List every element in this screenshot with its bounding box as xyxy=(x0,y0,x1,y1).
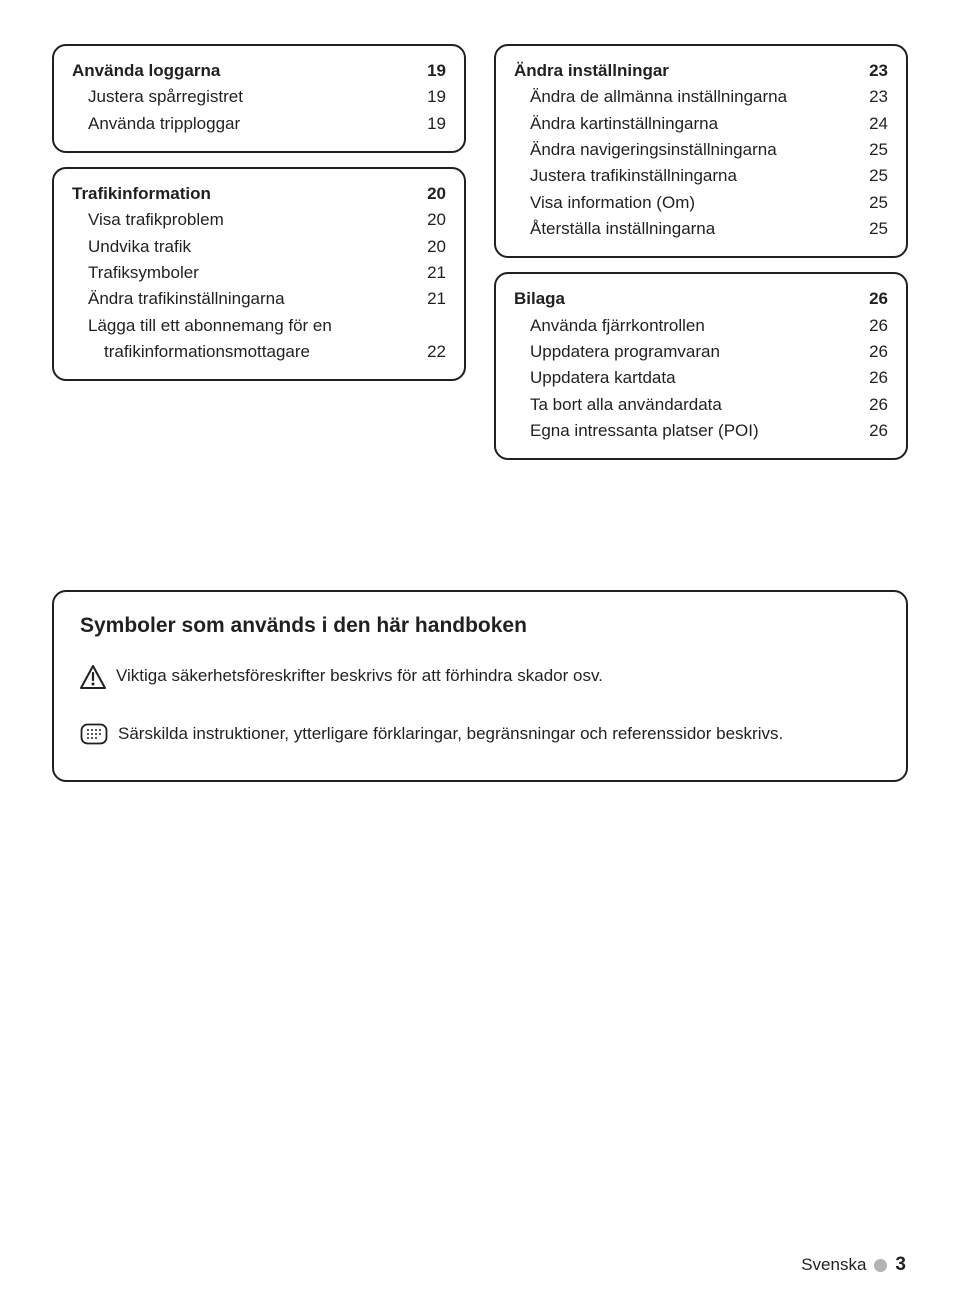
toc-head-label: Trafikinformation xyxy=(72,181,412,207)
toc-head-page: 26 xyxy=(854,286,888,312)
footer-dot-icon xyxy=(874,1259,887,1272)
toc-item-label: trafikinformationsmottagare xyxy=(72,339,412,365)
toc-box-bilaga: Bilaga 26 Använda fjärrkontrollen 26 Upp… xyxy=(494,272,908,460)
toc-item: Ändra de allmänna inställningarna 23 xyxy=(514,84,888,110)
page-footer: Svenska 3 xyxy=(801,1254,906,1276)
toc-head-page: 23 xyxy=(854,58,888,84)
toc-item-label: Ta bort alla användardata xyxy=(514,392,854,418)
toc-item-page: 19 xyxy=(412,84,446,110)
toc-item: Egna intressanta platser (POI) 26 xyxy=(514,418,888,444)
symbol-note: Särskilda instruktioner, ytterligare för… xyxy=(80,722,880,752)
toc-item-label: Använda tripploggar xyxy=(72,111,412,137)
toc-item-page: 22 xyxy=(412,339,446,365)
toc-item: Undvika trafik 20 xyxy=(72,234,446,260)
toc-item-label: Trafiksymboler xyxy=(72,260,412,286)
toc-item-page: 20 xyxy=(412,207,446,233)
toc-item-page: 24 xyxy=(854,111,888,137)
toc-head: Bilaga 26 xyxy=(514,286,888,312)
toc-item-label: Ändra trafikinställningarna xyxy=(72,286,412,312)
toc-item: Visa trafikproblem 20 xyxy=(72,207,446,233)
toc-item-label: Använda fjärrkontrollen xyxy=(514,313,854,339)
toc-item: Ändra trafikinställningarna 21 xyxy=(72,286,446,312)
symbols-box: Symboler som används i den här handboken… xyxy=(52,590,908,782)
toc-item-label: Justera spårregistret xyxy=(72,84,412,110)
toc-box-trafik: Trafikinformation 20 Visa trafikproblem … xyxy=(52,167,466,381)
toc-item-label: Visa trafikproblem xyxy=(72,207,412,233)
toc-item-label: Justera trafikinställningarna xyxy=(514,163,854,189)
toc-head: Ändra inställningar 23 xyxy=(514,58,888,84)
toc-item-label: Uppdatera programvaran xyxy=(514,339,854,365)
toc-item-label: Egna intressanta platser (POI) xyxy=(514,418,854,444)
page-body: Använda loggarna 19 Justera spårregistre… xyxy=(0,0,960,782)
symbol-note: Viktiga säkerhetsföreskrifter beskrivs f… xyxy=(80,664,880,696)
toc-item-page: 26 xyxy=(854,313,888,339)
toc-item-label: Uppdatera kartdata xyxy=(514,365,854,391)
toc-item-page: 26 xyxy=(854,392,888,418)
toc-box-installningar: Ändra inställningar 23 Ändra de allmänna… xyxy=(494,44,908,258)
toc-item-page: 20 xyxy=(412,234,446,260)
toc-item-page: 21 xyxy=(412,286,446,312)
toc-item: Ta bort alla användardata 26 xyxy=(514,392,888,418)
toc-head-label: Bilaga xyxy=(514,286,854,312)
toc-item-label: Undvika trafik xyxy=(72,234,412,260)
toc-item: Använda fjärrkontrollen 26 xyxy=(514,313,888,339)
symbols-title: Symboler som används i den här handboken xyxy=(80,614,880,638)
left-column: Använda loggarna 19 Justera spårregistre… xyxy=(52,44,466,474)
toc-head-label: Använda loggarna xyxy=(72,58,412,84)
toc-head-page: 20 xyxy=(412,181,446,207)
toc-item: Justera trafikinställningarna 25 xyxy=(514,163,888,189)
toc-head-label: Ändra inställningar xyxy=(514,58,854,84)
toc-item: Visa information (Om) 25 xyxy=(514,190,888,216)
footer-page-number: 3 xyxy=(895,1254,906,1276)
toc-item: Uppdatera programvaran 26 xyxy=(514,339,888,365)
toc-head-page: 19 xyxy=(412,58,446,84)
toc-item-page: 26 xyxy=(854,418,888,444)
toc-item-page: 25 xyxy=(854,137,888,163)
toc-item: Återställa inställningarna 25 xyxy=(514,216,888,242)
toc-item: Justera spårregistret 19 xyxy=(72,84,446,110)
toc-item-page: 23 xyxy=(854,84,888,110)
toc-item-page: 19 xyxy=(412,111,446,137)
toc-item: trafikinformationsmottagare 22 xyxy=(72,339,446,365)
footer-language: Svenska xyxy=(801,1255,866,1275)
toc-item: Uppdatera kartdata 26 xyxy=(514,365,888,391)
toc-item-label: Återställa inställningarna xyxy=(514,216,854,242)
toc-item-page: 26 xyxy=(854,365,888,391)
toc-item-label: Ändra kartinställningarna xyxy=(514,111,854,137)
toc-item-label: Ändra navigeringsinställningarna xyxy=(514,137,854,163)
toc-item-page: 26 xyxy=(854,339,888,365)
toc-box-loggarna: Använda loggarna 19 Justera spårregistre… xyxy=(52,44,466,153)
symbol-note-text: Särskilda instruktioner, ytterligare för… xyxy=(118,722,783,746)
toc-head: Använda loggarna 19 xyxy=(72,58,446,84)
toc-item: Ändra navigeringsinställningarna 25 xyxy=(514,137,888,163)
toc-item-page: 21 xyxy=(412,260,446,286)
toc-item-label: Visa information (Om) xyxy=(514,190,854,216)
toc-item: Lägga till ett abonnemang för en xyxy=(72,313,446,339)
toc-item: Använda tripploggar 19 xyxy=(72,111,446,137)
toc-item-page: 25 xyxy=(854,216,888,242)
toc-item-page: 25 xyxy=(854,163,888,189)
toc-item-label: Ändra de allmänna inställningarna xyxy=(514,84,854,110)
toc-item-page: 25 xyxy=(854,190,888,216)
symbol-note-text: Viktiga säkerhetsföreskrifter beskrivs f… xyxy=(116,664,603,688)
right-column: Ändra inställningar 23 Ändra de allmänna… xyxy=(494,44,908,474)
toc-head: Trafikinformation 20 xyxy=(72,181,446,207)
toc-item: Ändra kartinställningarna 24 xyxy=(514,111,888,137)
toc-item: Trafiksymboler 21 xyxy=(72,260,446,286)
toc-columns: Använda loggarna 19 Justera spårregistre… xyxy=(52,44,908,474)
warning-icon xyxy=(80,665,106,696)
toc-item-label: Lägga till ett abonnemang för en xyxy=(72,313,412,339)
note-icon xyxy=(80,723,108,752)
